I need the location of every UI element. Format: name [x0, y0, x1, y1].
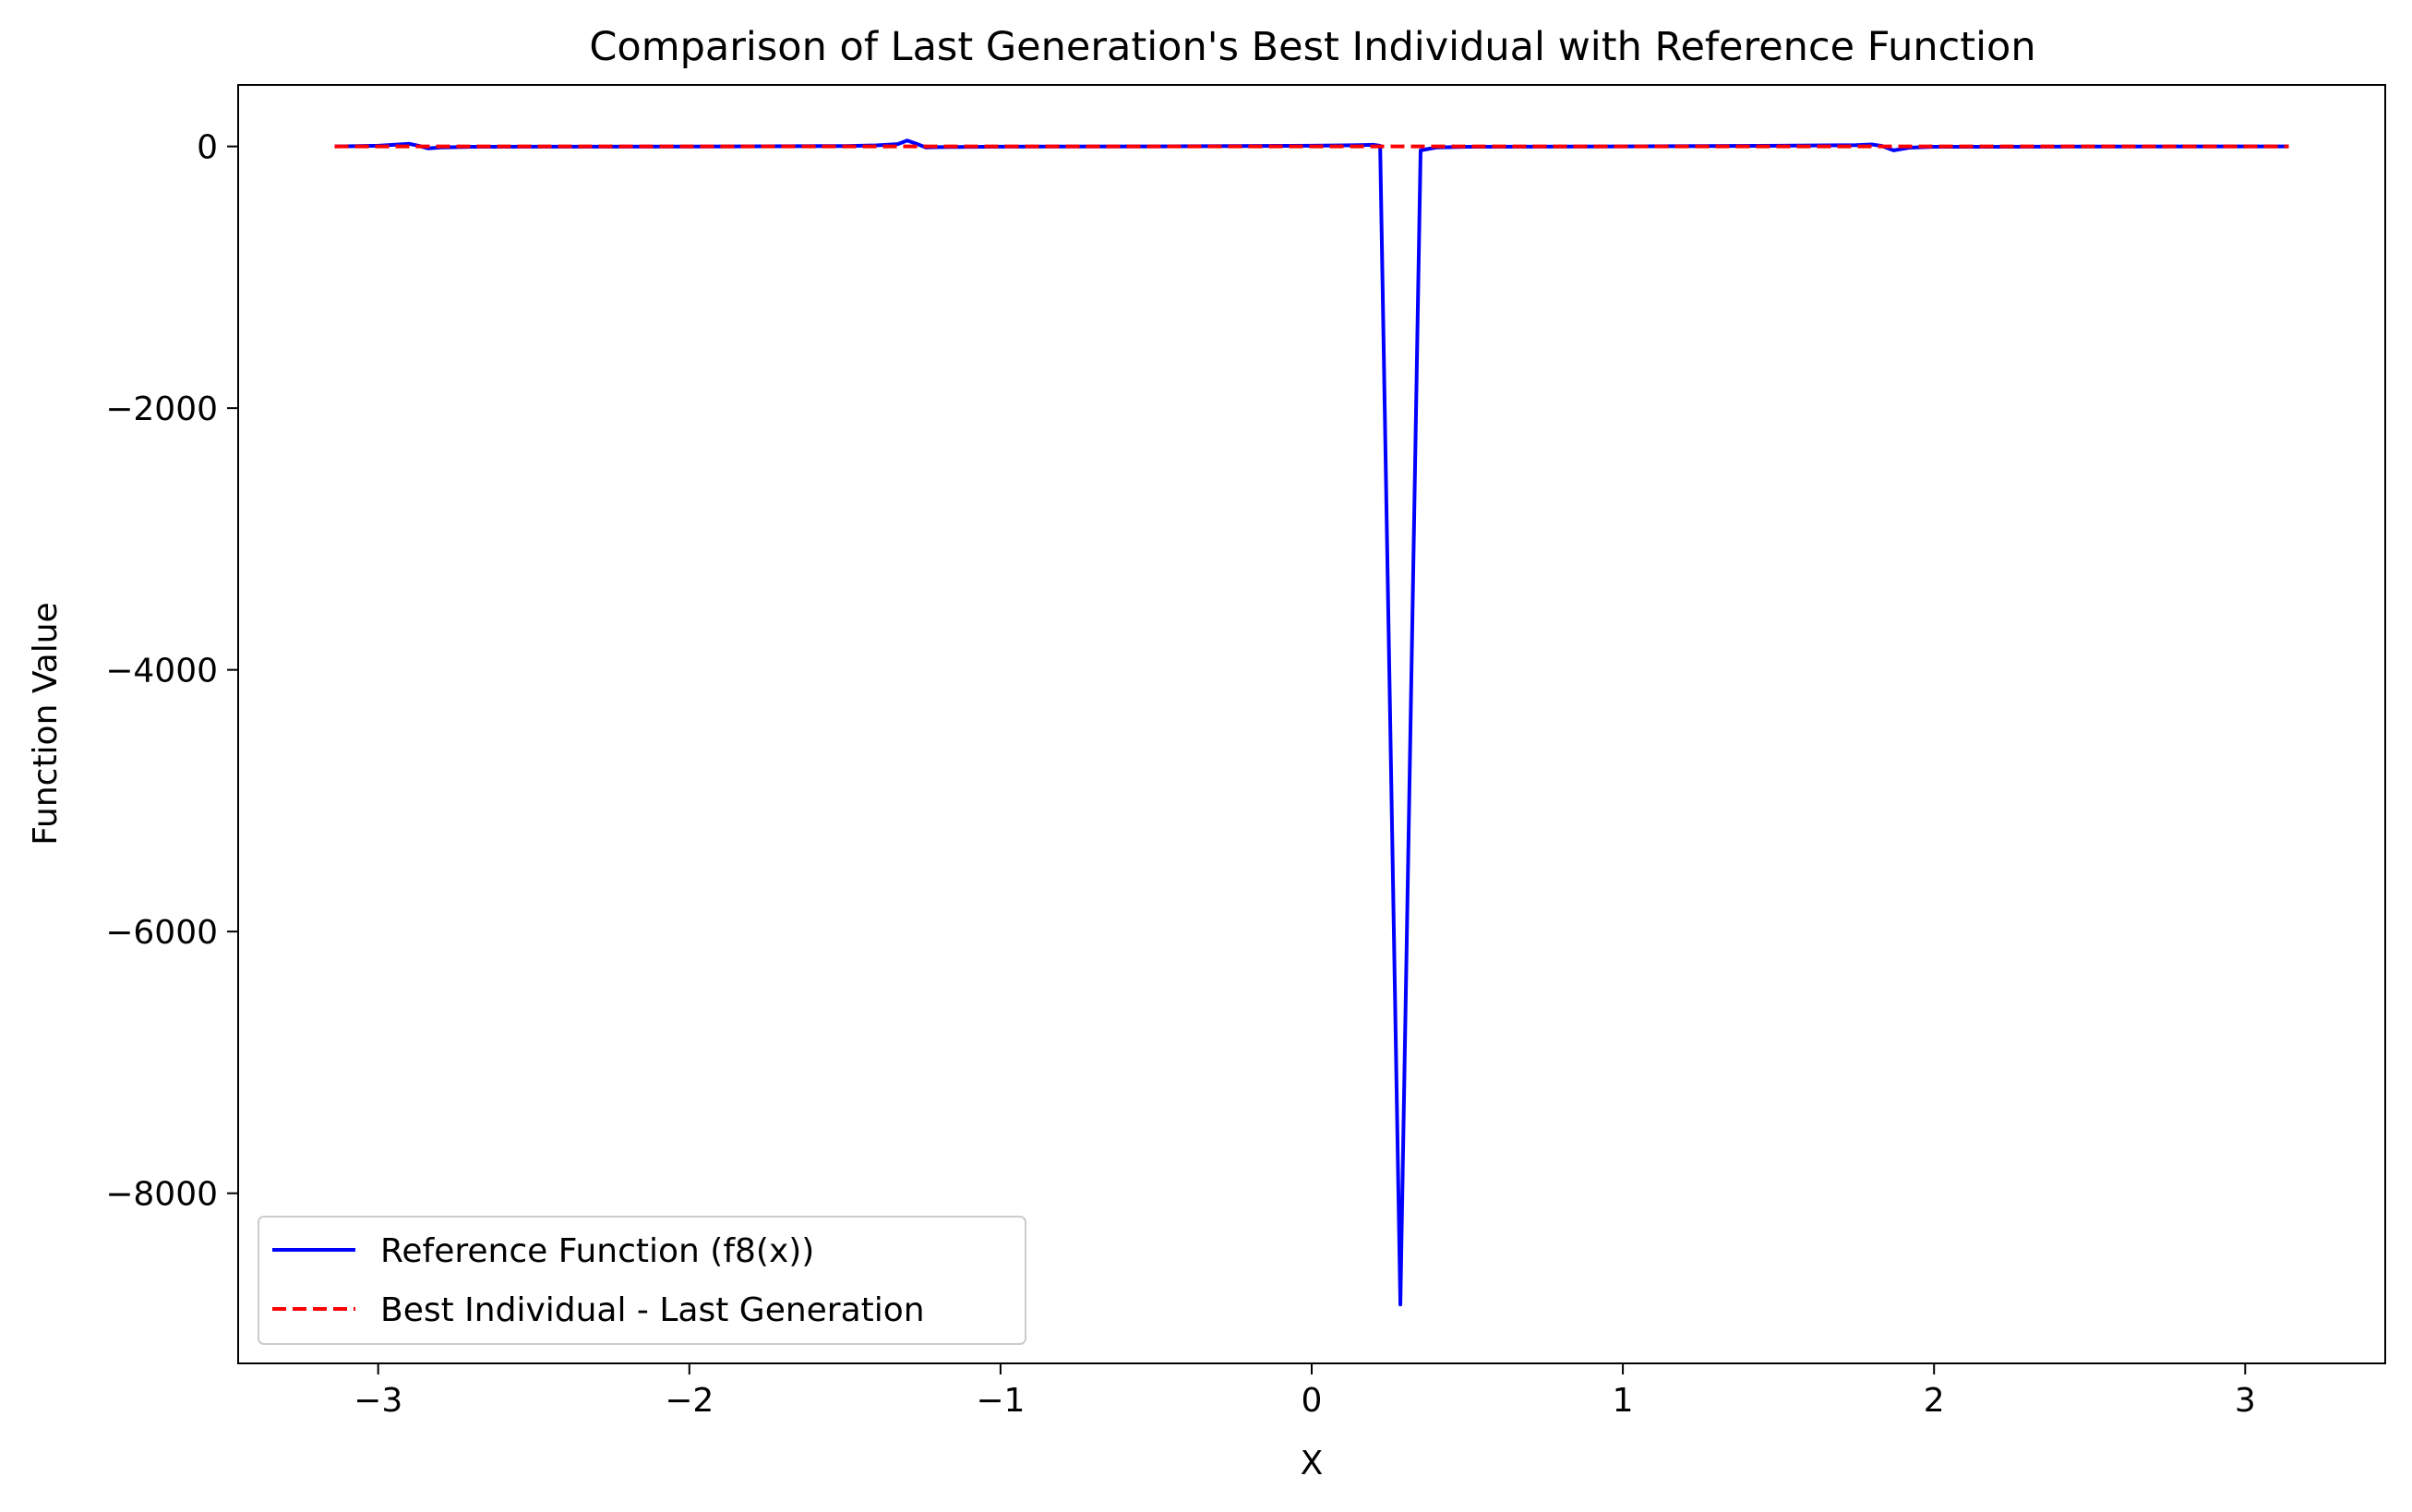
- x-axis: −3 −2 −1 0 1 2 3: [354, 1363, 2256, 1420]
- x-tick-label: −3: [354, 1382, 402, 1420]
- x-tick-label: 2: [1924, 1382, 1945, 1420]
- y-tick-label: −8000: [105, 1176, 218, 1214]
- y-axis-label: Function Value: [27, 602, 65, 845]
- series-layer: [334, 138, 2289, 1307]
- x-tick-label: −1: [976, 1382, 1025, 1420]
- x-tick-label: −2: [665, 1382, 714, 1420]
- x-tick-label: 3: [2235, 1382, 2256, 1420]
- y-tick-label: −4000: [105, 653, 218, 690]
- chart-title: Comparison of Last Generation's Best Ind…: [589, 24, 2035, 70]
- x-axis-label: X: [1301, 1445, 1324, 1482]
- plot-area: [238, 85, 2385, 1363]
- plot-background: [238, 85, 2385, 1363]
- legend-label-best-individual: Best Individual - Last Generation: [380, 1291, 925, 1329]
- legend: Reference Function (f8(x)) Best Individu…: [258, 1216, 1026, 1345]
- y-tick-label: 0: [197, 129, 218, 167]
- x-tick-label: 0: [1302, 1382, 1323, 1420]
- y-tick-label: −2000: [105, 390, 218, 428]
- legend-label-reference: Reference Function (f8(x)): [380, 1232, 814, 1270]
- legend-box: [258, 1216, 1026, 1345]
- y-axis: −8000 −6000 −4000 −2000 0: [105, 129, 238, 1214]
- y-tick-label: −6000: [105, 914, 218, 952]
- x-tick-label: 1: [1613, 1382, 1634, 1420]
